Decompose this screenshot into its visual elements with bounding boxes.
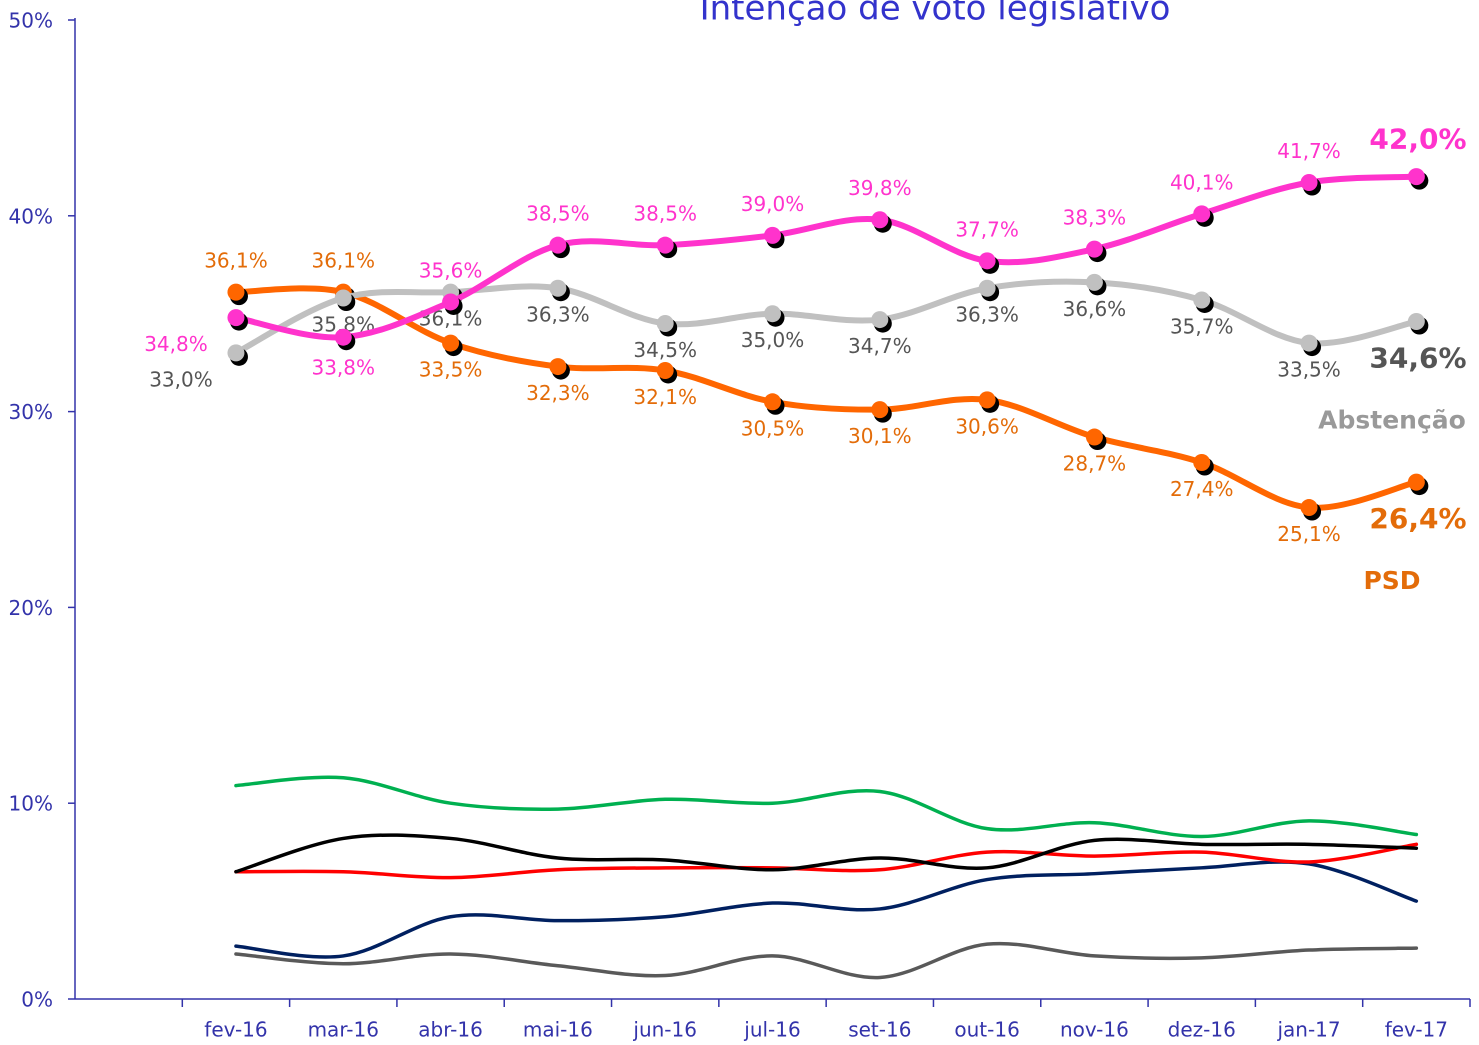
value-label: 30,6% — [955, 414, 1019, 438]
marker — [871, 401, 888, 418]
marker — [1408, 313, 1425, 330]
marker — [227, 309, 244, 326]
value-label: 27,4% — [1170, 477, 1234, 501]
marker — [549, 280, 566, 297]
value-label: 25,1% — [1277, 522, 1341, 546]
marker — [657, 315, 674, 332]
series-line — [236, 777, 1416, 836]
marker — [1086, 429, 1103, 446]
value-label: 35,6% — [419, 258, 483, 282]
y-tick-label: 20% — [9, 596, 53, 620]
value-label: 33,5% — [419, 358, 483, 382]
marker — [549, 237, 566, 254]
value-label: 35,0% — [741, 328, 805, 352]
value-label: 38,5% — [633, 202, 697, 226]
marker — [764, 227, 781, 244]
marker — [979, 391, 996, 408]
marker — [335, 290, 352, 307]
x-tick-label: set-16 — [848, 1018, 911, 1042]
value-label: 34,8% — [144, 332, 208, 356]
x-tick-label: mar-16 — [308, 1018, 379, 1042]
value-label: 41,7% — [1277, 139, 1341, 163]
value-label: 39,0% — [741, 192, 805, 216]
marker — [1408, 168, 1425, 185]
x-tick-label: fev-16 — [204, 1018, 267, 1042]
marker — [979, 280, 996, 297]
series-line — [236, 844, 1416, 877]
marker — [871, 311, 888, 328]
marker — [871, 211, 888, 228]
x-tick-label: out-16 — [954, 1018, 1019, 1042]
value-label: 30,1% — [848, 424, 912, 448]
value-label: 34,7% — [848, 334, 912, 358]
marker — [1086, 241, 1103, 258]
value-label: 36,3% — [526, 303, 590, 327]
y-tick-label: 10% — [9, 792, 53, 816]
value-label: 33,0% — [149, 367, 213, 391]
value-label: 33,5% — [1277, 358, 1341, 382]
value-label: 36,1% — [204, 249, 268, 273]
x-tick-label: jul-16 — [743, 1018, 800, 1042]
value-label: 38,3% — [1063, 206, 1127, 230]
marker — [657, 237, 674, 254]
y-tick-label: 40% — [9, 204, 53, 228]
marker — [1408, 474, 1425, 491]
value-label: 28,7% — [1063, 452, 1127, 476]
marker — [1301, 499, 1318, 516]
marker — [764, 305, 781, 322]
x-tick-label: dez-16 — [1168, 1018, 1236, 1042]
value-label: 37,7% — [955, 217, 1019, 241]
end-value-label: 42,0% — [1369, 123, 1466, 156]
marker — [442, 335, 459, 352]
x-tick-label: nov-16 — [1060, 1018, 1129, 1042]
value-label: 32,1% — [633, 385, 697, 409]
x-tick-label: mai-16 — [523, 1018, 593, 1042]
value-label: 36,6% — [1063, 297, 1127, 321]
value-label: 36,3% — [955, 303, 1019, 327]
marker — [1193, 454, 1210, 471]
value-label: 32,3% — [526, 381, 590, 405]
marker — [1086, 274, 1103, 291]
end-value-label: 34,6% — [1369, 342, 1466, 375]
marker — [227, 344, 244, 361]
marker — [442, 293, 459, 310]
value-label: 39,8% — [848, 176, 912, 200]
series-line — [236, 944, 1416, 978]
x-tick-label: fev-17 — [1385, 1018, 1448, 1042]
marker — [1301, 174, 1318, 191]
x-tick-label: jan-17 — [1276, 1018, 1340, 1042]
series-name-label: PSD — [1363, 566, 1420, 595]
value-label: 36,1% — [311, 249, 375, 273]
marker — [1193, 205, 1210, 222]
series-line — [236, 288, 1416, 507]
y-tick-label: 50% — [9, 9, 53, 33]
chart-title: Intenção de voto legislativo — [700, 0, 1171, 29]
chart: Intenção de voto legislativo 0% 10% 20% 30%… — [0, 0, 1479, 1045]
value-label: 40,1% — [1170, 170, 1234, 194]
x-tick-label: jun-16 — [632, 1018, 697, 1042]
value-label: 38,5% — [526, 202, 590, 226]
y-tick-label: 0% — [21, 988, 53, 1012]
end-value-label: 26,4% — [1369, 502, 1466, 535]
marker — [227, 284, 244, 301]
x-tick-label: abr-16 — [418, 1018, 483, 1042]
series-name-label: Abstenção — [1318, 406, 1466, 435]
value-label: 33,8% — [311, 356, 375, 380]
value-label: 35,7% — [1170, 314, 1234, 338]
marker — [764, 393, 781, 410]
marker — [657, 362, 674, 379]
marker — [1301, 335, 1318, 352]
y-tick-label: 30% — [9, 400, 53, 424]
value-label: 34,5% — [633, 338, 697, 362]
marker — [1193, 291, 1210, 308]
marker — [335, 329, 352, 346]
marker — [549, 358, 566, 375]
value-label: 30,5% — [741, 416, 805, 440]
marker — [979, 252, 996, 269]
